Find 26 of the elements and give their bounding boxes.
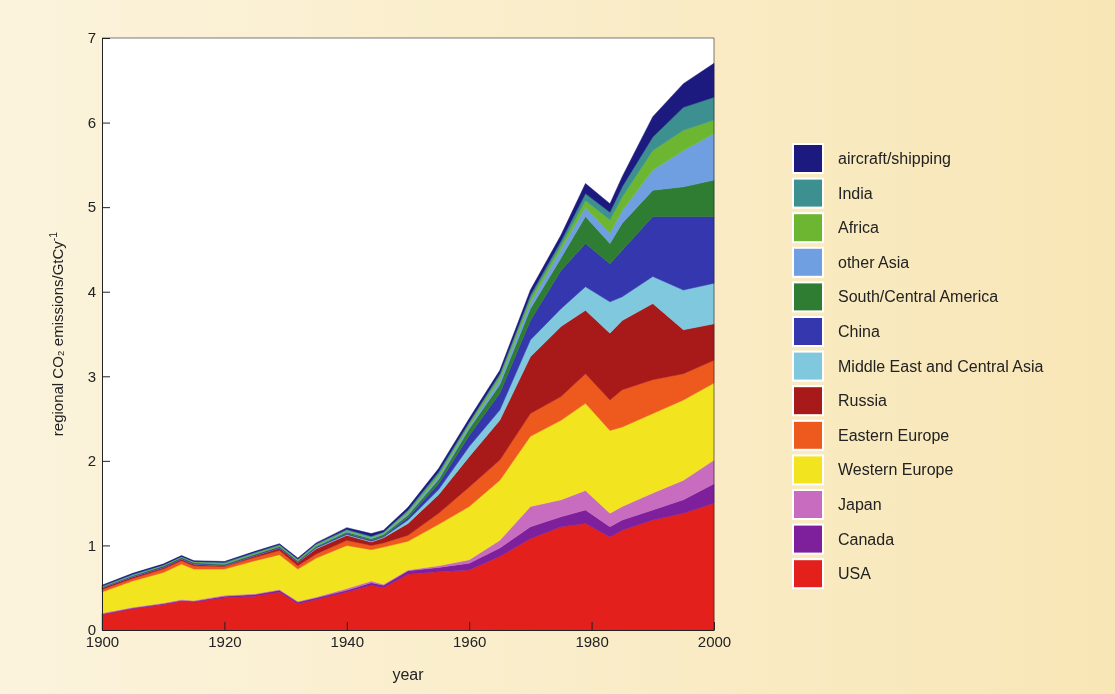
legend-label: China	[838, 323, 880, 340]
x-tick-label: 1960	[453, 632, 487, 650]
legend-label: Japan	[838, 496, 882, 513]
legend-label: Eastern Europe	[838, 426, 950, 444]
legend-label: South/Central America	[838, 288, 999, 306]
legend-label: India	[838, 184, 873, 202]
y-tick-label: 7	[87, 29, 96, 47]
legend-label: USA	[838, 565, 872, 583]
legend-label: Western Europe	[838, 461, 954, 479]
x-tick-label: 2000	[697, 632, 732, 650]
legend-label: aircraft/shipping	[838, 150, 951, 167]
y-tick-label: 4	[87, 283, 96, 301]
legend-label: Russia	[838, 392, 888, 410]
x-tick-label: 1940	[330, 632, 364, 650]
legend-label: other Asia	[838, 253, 910, 271]
legend-label: Africa	[838, 219, 879, 237]
y-tick-label: 2	[87, 452, 96, 470]
x-tick-label: 1980	[575, 632, 609, 650]
y-tick-label: 6	[87, 113, 96, 131]
legend-label: Middle East and Central Asia	[838, 357, 1044, 375]
legend-label: Canada	[838, 530, 895, 548]
x-tick-label: 1920	[208, 632, 242, 650]
y-tick-label: 1	[87, 536, 96, 554]
x-axis-title: year	[392, 666, 425, 683]
y-tick-label: 5	[87, 198, 96, 216]
y-tick-label: 3	[87, 367, 96, 385]
